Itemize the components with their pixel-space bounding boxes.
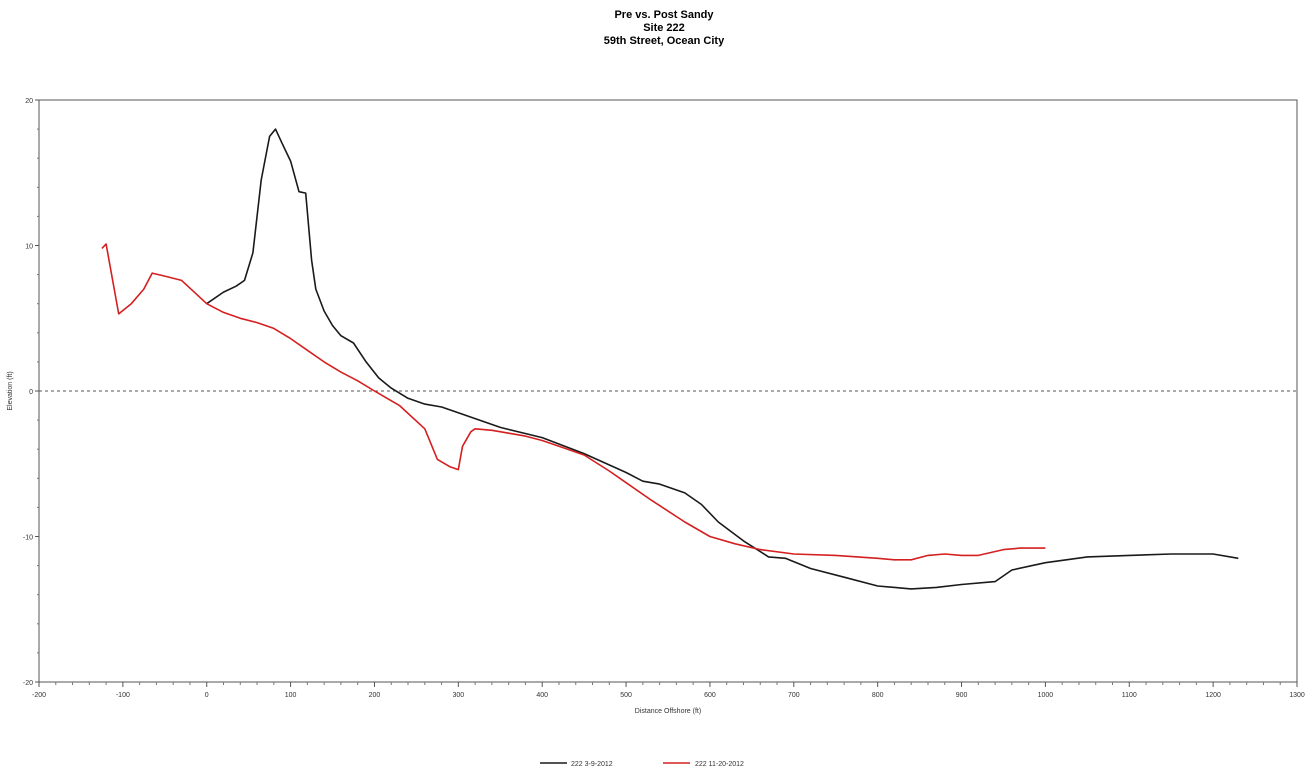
x-tick-label: 700 (788, 692, 800, 699)
chart-title-line-1: Pre vs. Post Sandy (614, 9, 714, 21)
x-tick-label: 1100 (1122, 692, 1137, 699)
x-tick-label: 600 (704, 692, 716, 699)
x-tick-label: -200 (32, 692, 46, 699)
x-tick-label: 500 (620, 692, 632, 699)
legend-label-1: 222 3-9-2012 (571, 761, 613, 768)
legend-label-2: 222 11-20-2012 (695, 761, 744, 768)
y-tick-label: 0 (29, 389, 33, 396)
x-tick-label: -100 (116, 692, 130, 699)
chart-title-line-2: Site 222 (643, 22, 685, 34)
y-tick-label: -10 (23, 535, 33, 542)
series-layer (101, 128, 1239, 590)
x-tick-label: 1300 (1289, 692, 1305, 699)
x-tick-label: 1000 (1038, 692, 1054, 699)
x-tick-label: 800 (872, 692, 884, 699)
legend: 222 3-9-2012 222 11-20-2012 (540, 761, 744, 768)
y-axis-label: Elevation (ft) (7, 371, 14, 410)
y-tick-label: 20 (25, 98, 33, 105)
x-tick-label: 400 (536, 692, 548, 699)
y-tick-label: -20 (23, 680, 33, 687)
chart-title-line-3: 59th Street, Ocean City (604, 35, 725, 47)
x-tick-label: 200 (369, 692, 381, 699)
series-line-1 (206, 128, 1239, 590)
y-tick-label: 10 (25, 244, 33, 251)
x-tick-label: 0 (205, 692, 209, 699)
x-tick-label: 300 (452, 692, 464, 699)
series-line-2 (101, 243, 1046, 561)
x-axis-label: Distance Offshore (ft) (635, 708, 701, 715)
y-axis: 20 10 0 -10 -20 (23, 98, 39, 687)
x-tick-label: 100 (285, 692, 297, 699)
x-tick-label: 900 (956, 692, 968, 699)
x-tick-label: 1200 (1205, 692, 1221, 699)
x-axis: -200 -100 0 100 200 300 400 500 600 700 800 900 1000… (32, 682, 1305, 699)
